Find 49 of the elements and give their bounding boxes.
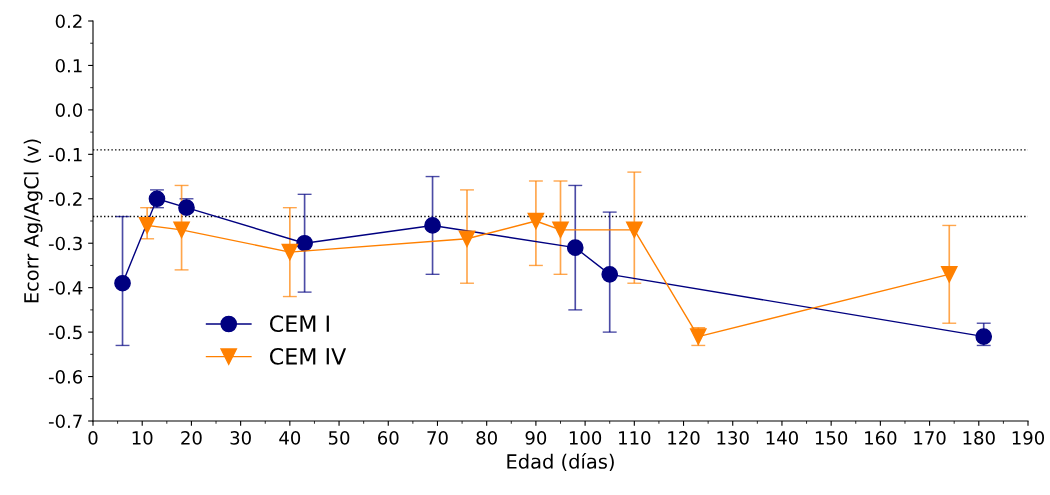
x-tick-label: 20 [181, 431, 202, 445]
y-tick-label: -0.7 [48, 414, 82, 429]
x-tick-label: 130 [717, 431, 749, 445]
y-tick-label: -0.6 [48, 370, 83, 384]
point [975, 328, 993, 345]
x-tick-label: 60 [378, 431, 399, 445]
point [178, 199, 195, 217]
y-tick-label: -0.4 [48, 281, 83, 295]
x-tick-label: 80 [476, 431, 497, 445]
y-tick-label: 0.0 [55, 103, 83, 118]
x-tick-label: 120 [668, 431, 700, 445]
point [625, 221, 643, 239]
point [940, 265, 958, 283]
y-axis-title: Ecorr Ag/AgCl (v) [23, 139, 43, 303]
point [296, 234, 313, 252]
y-tick-label: -0.5 [48, 325, 82, 340]
x-tick-label: 100 [569, 431, 602, 445]
point [601, 265, 619, 283]
point [566, 239, 584, 257]
x-tick-label: 50 [328, 431, 350, 445]
point [281, 243, 299, 261]
x-tick-label: 70 [427, 431, 448, 445]
legend-label: CEM IV [269, 347, 347, 365]
x-tick-label: 180 [963, 431, 995, 445]
point [424, 217, 441, 234]
point [114, 274, 131, 292]
x-tick-label: 30 [230, 431, 251, 445]
x-tick-label: 10 [132, 431, 153, 445]
legend-label: CEM I [269, 315, 329, 333]
point [173, 221, 190, 239]
y-tick-label: -0.1 [48, 147, 82, 162]
x-tick-label: 40 [279, 431, 301, 445]
point [138, 217, 156, 234]
y-tick-label: 0.1 [55, 58, 82, 73]
x-tick-label: 140 [766, 431, 798, 445]
point [552, 221, 569, 239]
point [458, 230, 476, 248]
x-tick-label: 160 [865, 431, 897, 445]
y-tick-label: 0.2 [55, 14, 82, 29]
point [527, 212, 545, 230]
y-tick-label: -0.3 [48, 236, 82, 251]
x-tick-label: 110 [619, 431, 651, 445]
x-tick-label: 150 [815, 431, 848, 445]
x-tick-label: 190 [1012, 431, 1045, 445]
y-tick-label: -0.2 [48, 192, 82, 206]
x-tick-label: 170 [914, 431, 946, 445]
x-tick-label: 90 [525, 431, 547, 445]
x-axis-title: Edad (días) [507, 452, 614, 472]
x-tick-label: 0 [88, 431, 98, 445]
